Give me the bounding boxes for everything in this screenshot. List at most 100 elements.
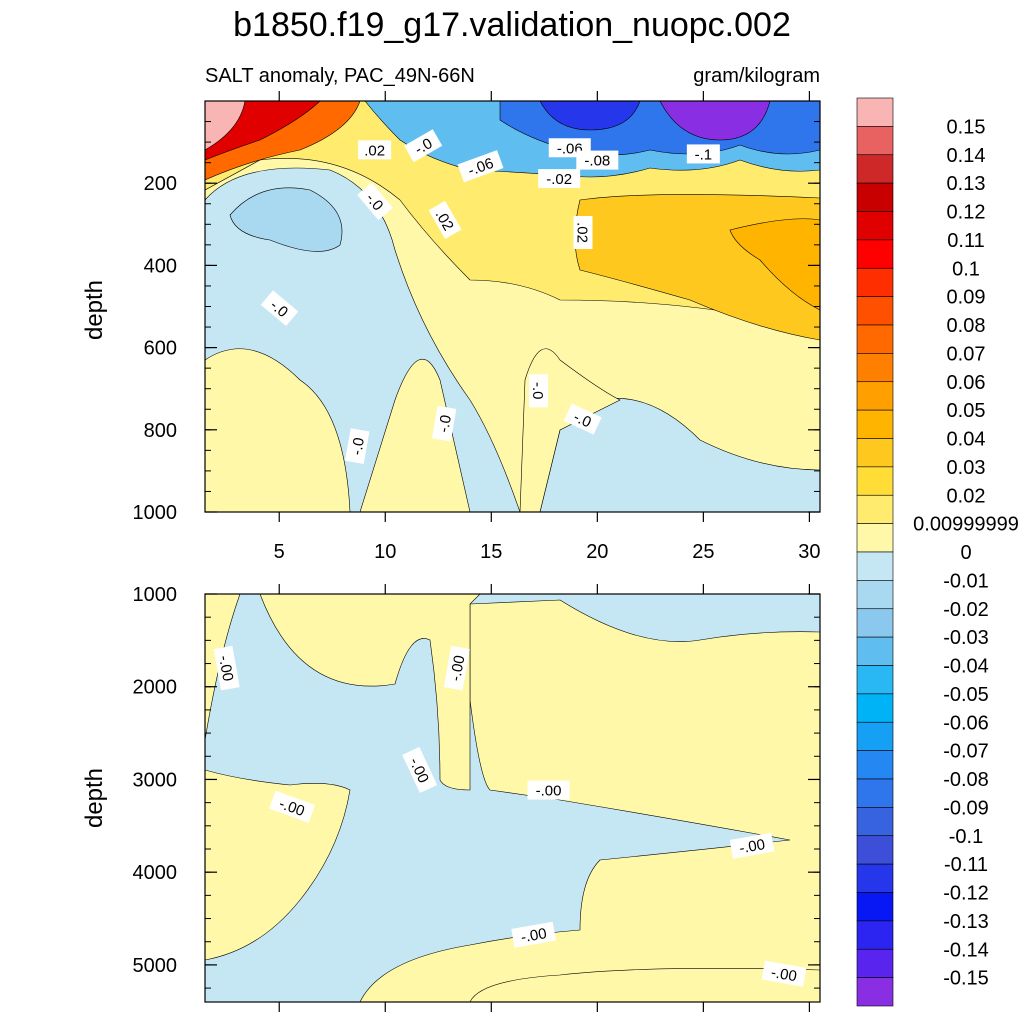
contour-label-bg <box>269 790 316 823</box>
colorbar-label: -0.13 <box>943 911 989 933</box>
contour-label: -.02 <box>538 169 581 189</box>
x-tick-label: 20 <box>586 541 608 563</box>
y-tick-label: 1000 <box>133 502 178 524</box>
bottom-contour-labels: -.00 -.00-.00-.00-.00-.00-.00-.00 <box>213 645 807 987</box>
contour-label-bg <box>511 921 556 948</box>
colorbar-label: 0.03 <box>947 457 986 479</box>
contour-label: -.0 <box>563 403 602 435</box>
colorbar-swatch <box>856 892 894 922</box>
top-x-axis: 5 10 15 20 25 30 <box>274 91 821 563</box>
y-tick-label: 200 <box>144 173 177 195</box>
colorbar-swatch <box>856 636 894 666</box>
contour-label: -.00 <box>729 832 775 859</box>
y-tick-label: 5000 <box>133 955 178 977</box>
colorbar-swatch <box>856 296 894 326</box>
top-y-axis-label: depth <box>81 280 108 340</box>
colorbar-swatch <box>856 835 894 865</box>
contour-label-text: -.02 <box>546 171 572 188</box>
contour-label-bg <box>576 150 619 170</box>
colorbar-label: -0.15 <box>943 968 989 990</box>
contour-label-bg <box>538 169 581 189</box>
contour-fill-yellow-tongue-left <box>205 348 351 512</box>
contour-label: -.0 <box>344 428 370 465</box>
contour-label: -.1 <box>686 144 720 164</box>
contour-label-text: -.00 <box>520 925 548 946</box>
contour-label: .02 <box>358 140 392 160</box>
colorbar-swatch <box>856 693 894 723</box>
contour-fill-pink-corner <box>205 101 246 151</box>
colorbar-swatch <box>856 551 894 581</box>
contour-label-bg <box>729 832 775 859</box>
contour-label-bg <box>686 144 720 164</box>
y-tick-label: 800 <box>144 420 177 442</box>
contour-label-text: .02 <box>573 222 590 243</box>
contour-fill-yellow-tongue-mid <box>359 359 471 512</box>
contour-label-text: -.0 <box>435 414 455 434</box>
colorbar-swatch <box>856 977 894 1007</box>
colorbar-swatch <box>856 126 894 156</box>
contour-fill-surface-violet <box>659 101 771 141</box>
contour-label: -.0 <box>431 405 457 442</box>
contour-label-text: -.0 <box>412 135 436 158</box>
bottom-x-axis <box>278 584 810 1012</box>
colorbar-label: 0.07 <box>947 343 986 365</box>
colorbar-swatch <box>856 608 894 638</box>
contour-label-bg <box>457 150 504 183</box>
colorbar-label: 0.09 <box>947 287 986 309</box>
contour-fill-blue-deep-main <box>205 594 820 1002</box>
colorbar-label: -0.02 <box>943 599 989 621</box>
colorbar-swatch <box>856 750 894 780</box>
contour-label-text: -.00 <box>770 964 798 985</box>
contour-label-bg <box>431 405 457 442</box>
y-tick-label: 400 <box>144 255 177 277</box>
colorbar-swatch <box>856 466 894 496</box>
colorbar-swatch <box>856 721 894 751</box>
contour-fill-blue-pocket <box>229 187 343 252</box>
contour-label: -.0 <box>528 374 548 408</box>
x-tick-label: 15 <box>480 541 502 563</box>
contour-label-text: -.00 <box>536 783 562 800</box>
y-tick-label: 1000 <box>133 584 178 606</box>
contour-label-bg <box>528 374 548 408</box>
bottom-panel-frame <box>204 593 821 1003</box>
contour-label-text: -.00 <box>447 654 468 682</box>
contour-label: -.00 <box>213 645 240 691</box>
contour-label-text: -.0 <box>529 382 546 400</box>
contour-label-bg <box>344 428 370 465</box>
colorbar-label: 0.15 <box>947 116 986 138</box>
colorbar-swatch <box>856 353 894 383</box>
colorbar-label: 0.13 <box>947 173 986 195</box>
bottom-y-axis: 1000 2000 3000 4000 5000 <box>133 584 820 989</box>
x-tick-label: 10 <box>374 541 396 563</box>
colorbar-label: 0.06 <box>947 372 986 394</box>
colorbar-label: -0.03 <box>943 627 989 649</box>
colorbar-swatch <box>856 438 894 468</box>
colorbar-swatch <box>856 324 894 354</box>
contour-fill-surface-deepblue <box>539 101 641 131</box>
colorbar-label: 0.00999999 <box>913 514 1019 536</box>
contour-label-bg <box>527 780 570 800</box>
colorbar-label: -0.07 <box>943 741 989 763</box>
colorbar-label: -0.11 <box>944 854 988 876</box>
bottom-y-axis-label: depth <box>81 768 108 828</box>
y-tick-label: 4000 <box>133 862 178 884</box>
y-tick-label: 2000 <box>133 677 178 699</box>
colorbar-swatch <box>856 920 894 950</box>
contour-label-text: -.00 <box>215 654 236 682</box>
top-panel <box>205 101 820 512</box>
colorbar-label: 0.14 <box>947 145 986 167</box>
contour-label-bg <box>404 129 443 163</box>
contour-fill-blue-main <box>205 167 820 512</box>
colorbar-label: -0.08 <box>943 769 989 791</box>
y-tick-label: 600 <box>144 338 177 360</box>
contour-fill-orange-right <box>729 218 820 311</box>
x-tick-label: 5 <box>274 541 285 563</box>
contour-label-text: -.0 <box>348 436 368 456</box>
colorbar-label: 0.02 <box>947 485 986 507</box>
colorbar-swatch <box>856 863 894 893</box>
contour-label-bg <box>357 182 393 221</box>
contour-label-bg <box>563 403 602 435</box>
contour-label: -.00 <box>527 780 570 800</box>
contour-label: -.0 <box>404 129 443 163</box>
